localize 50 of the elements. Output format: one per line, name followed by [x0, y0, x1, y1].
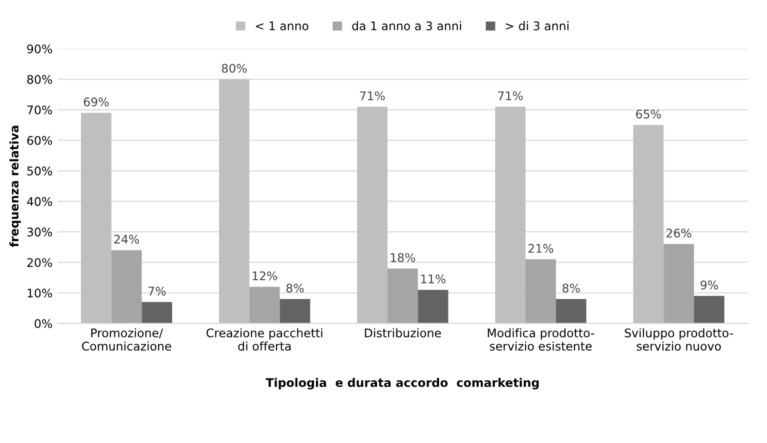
- y-tick-label: 80%: [27, 74, 52, 84]
- y-tick-label: 60%: [27, 136, 52, 145]
- data-label: 18%: [390, 253, 416, 262]
- bar: [219, 79, 250, 324]
- y-tick-label: 40%: [27, 197, 52, 206]
- x-tick-label: Creazione pacchetti di offerta: [206, 328, 322, 351]
- legend-label: da 1 anno a 3 anni: [352, 21, 462, 30]
- y-tick-label: 50%: [27, 166, 52, 176]
- y-tick-label: 30%: [27, 228, 52, 236]
- bar: [633, 125, 664, 324]
- y-tick-label: 70%: [27, 105, 52, 114]
- data-label: 71%: [498, 91, 523, 100]
- data-label: 8%: [286, 284, 304, 293]
- legend-label: > di 3 anni: [506, 21, 568, 30]
- x-axis-title: Tipologia e durata accordo comarketing: [266, 378, 539, 390]
- y-tick-label: 0%: [34, 319, 52, 328]
- bar: [142, 302, 172, 324]
- data-label: 21%: [528, 244, 554, 253]
- bar: [357, 106, 388, 324]
- bar: [694, 296, 724, 324]
- data-label: 9%: [700, 280, 718, 290]
- data-label: 71%: [360, 91, 385, 100]
- bar: [387, 268, 418, 324]
- y-tick-label: 90%: [27, 44, 52, 54]
- x-tick-label: Promozione/ Comunicazione: [82, 328, 172, 351]
- x-tick-label: Sviluppo prodotto- servizio nuovo: [624, 328, 733, 351]
- bar: [280, 298, 310, 324]
- data-label: 24%: [114, 234, 140, 244]
- bar: [556, 298, 586, 324]
- legend-label: < 1 anno: [256, 22, 308, 30]
- data-label: 69%: [84, 97, 109, 106]
- bar: [495, 106, 526, 324]
- data-label: 80%: [222, 64, 247, 73]
- data-label: 7%: [148, 286, 166, 296]
- x-tick-label: Distribuzione: [364, 328, 441, 338]
- bar: [526, 259, 556, 324]
- data-label: 26%: [666, 228, 692, 238]
- x-tick-label: Modifica prodotto- servizio esistente: [488, 328, 594, 351]
- bar: [111, 250, 142, 324]
- data-label: 8%: [562, 284, 580, 293]
- y-axis-title: frequenza relativa: [9, 126, 21, 248]
- data-label: 65%: [636, 110, 661, 119]
- y-tick-label: 20%: [27, 258, 52, 268]
- data-label: 12%: [252, 271, 278, 280]
- data-label: 11%: [421, 274, 446, 284]
- bar: [664, 244, 694, 324]
- y-tick-label: 10%: [28, 288, 52, 298]
- bar: [80, 112, 112, 324]
- bar: [249, 286, 280, 324]
- bar: [418, 290, 448, 324]
